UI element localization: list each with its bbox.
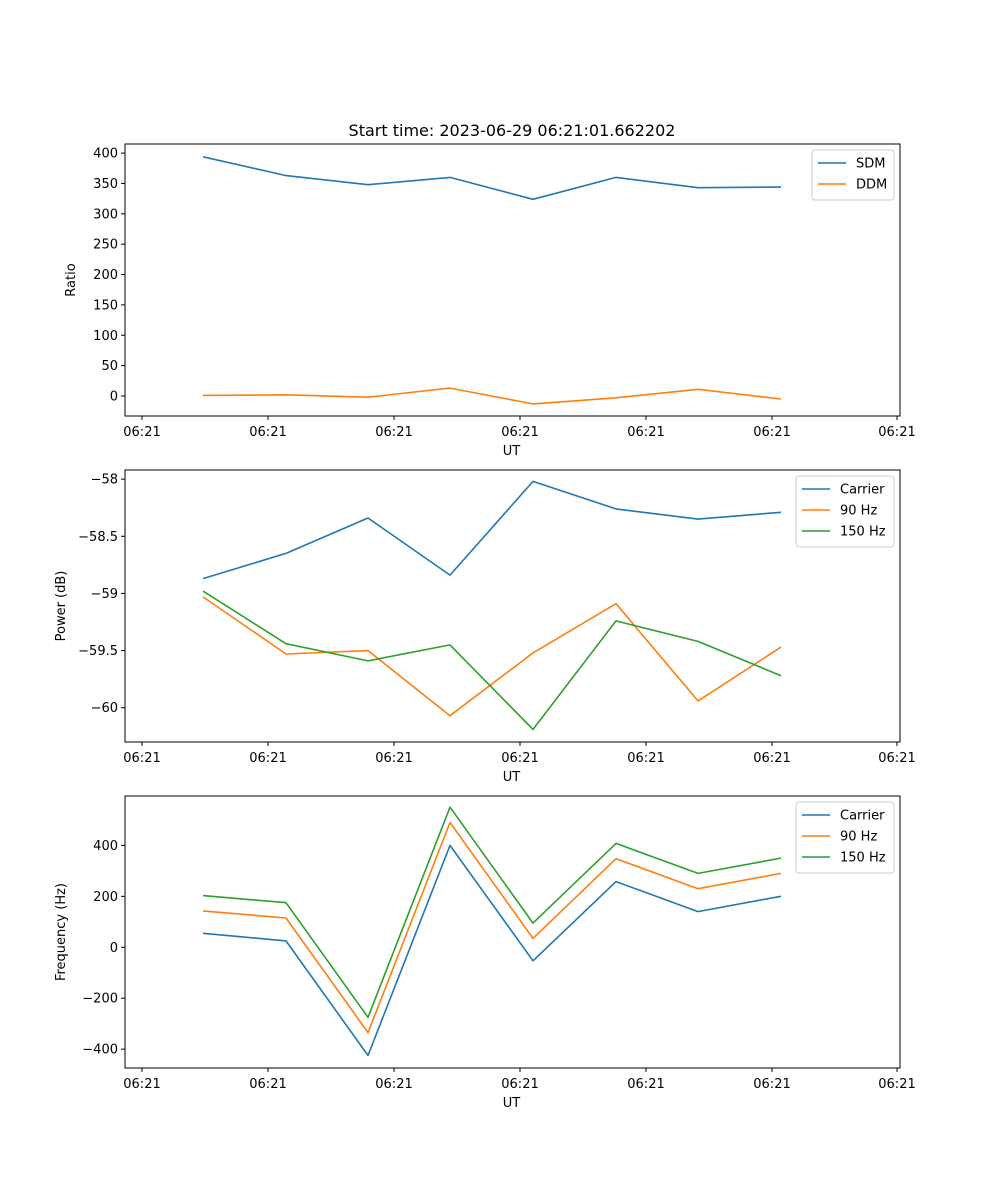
series-line-sdm [202,156,782,201]
y-tick-label: −59.5 [78,644,118,659]
y-tick-label: 150 [93,298,118,313]
y-tick-label: 50 [101,359,118,374]
panel-3: −400 −200 0 200 400 06:21 06:21 06:21 06:21 06:21… [54,795,916,1111]
x-tick-label: 06:21 [249,751,286,766]
axes-frame [124,795,901,1069]
series-line-carrier [202,480,782,580]
y-tick-label: 400 [93,839,118,854]
y-tick-label: −400 [82,1043,118,1058]
x-tick-label: 06:21 [501,425,538,440]
series-line-150-hz [202,806,782,1019]
x-tick-label: 06:21 [249,425,286,440]
x-tick-label: 06:21 [375,1077,412,1092]
panels: 0 50 100 150 200 250 300 350 400 06:21 06:21 06:21 0… [54,143,916,1111]
legend-label: DDM [856,178,887,193]
x-tick-label: 06:21 [627,425,664,440]
legend: Carrier 90 Hz 150 Hz [795,801,895,874]
series-line-carrier [202,844,782,1057]
legend-box [795,475,895,548]
x-tick-label: 06:21 [627,751,664,766]
legend-label: 150 Hz [840,525,886,540]
legend-box [795,801,895,874]
series-line-ddm [202,387,782,405]
x-tick-label: 06:21 [123,1077,160,1092]
y-tick-label: −58 [91,473,118,488]
x-tick-label: 06:21 [375,751,412,766]
x-tick-label: 06:21 [627,1077,664,1092]
y-tick-label: 200 [93,890,118,905]
x-tick-label: 06:21 [501,1077,538,1092]
x-tick-label: 06:21 [878,751,915,766]
legend-label: Carrier [840,483,885,498]
legend: Carrier 90 Hz 150 Hz [795,475,895,548]
legend-label: Carrier [840,809,885,824]
x-tick-label: 06:21 [501,751,538,766]
y-tick-label: 250 [93,238,118,253]
x-tick-label: 06:21 [878,1077,915,1092]
legend-label: 90 Hz [840,830,877,845]
panel-1: 0 50 100 150 200 250 300 350 400 06:21 06:21 06:21 0… [64,143,916,459]
x-tick-label: 06:21 [123,425,160,440]
series-line-150-hz [202,590,782,731]
axes-frame [124,469,901,743]
x-tick-label: 06:21 [249,1077,286,1092]
panel-2: −60 −59.5 −59 −58.5 −58 06:21 06:21 06:21 06:21 0… [54,469,916,785]
y-tick-label: −200 [82,992,118,1007]
x-tick-label: 06:21 [753,1077,790,1092]
x-tick-label: 06:21 [878,425,915,440]
y-tick-label: 400 [93,147,118,162]
figure-title: Start time: 2023-06-29 06:21:01.662202 [349,121,676,140]
series-line-90-hz [202,596,782,717]
y-axis-label: Power (dB) [54,571,69,642]
x-axis-label: UT [503,444,521,459]
x-tick-label: 06:21 [753,425,790,440]
x-tick-label: 06:21 [123,751,160,766]
y-tick-label: 0 [110,389,118,404]
y-tick-label: −60 [91,701,118,716]
y-tick-label: 200 [93,268,118,283]
y-tick-label: 300 [93,207,118,222]
y-axis-label: Frequency (Hz) [54,883,69,981]
y-tick-label: 0 [110,941,118,956]
y-axis-label: Ratio [64,263,79,296]
y-tick-label: 350 [93,177,118,192]
y-tick-label: 100 [93,329,118,344]
x-tick-label: 06:21 [375,425,412,440]
y-tick-label: −58.5 [78,530,118,545]
axes-frame [124,143,901,417]
y-tick-label: −59 [91,587,118,602]
legend-label: SDM [856,157,885,172]
series-line-90-hz [202,821,782,1034]
x-axis-label: UT [503,770,521,785]
x-axis-label: UT [503,1096,521,1111]
legend: SDM DDM [811,149,895,201]
x-tick-label: 06:21 [753,751,790,766]
legend-label: 90 Hz [840,504,877,519]
legend-label: 150 Hz [840,851,886,866]
